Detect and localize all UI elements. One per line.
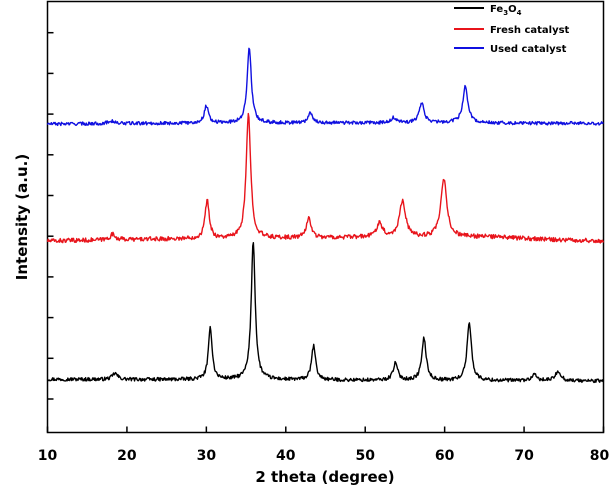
x-tick-label: 70 [514, 448, 534, 464]
x-tick-label: 80 [590, 448, 610, 464]
x-axis-title: 2 theta (degree) [255, 468, 394, 486]
x-tick-label: 40 [276, 448, 296, 464]
x-tick-label: 10 [38, 448, 58, 464]
y-axis-ticks [47, 31, 54, 400]
legend-label-fe3o4: Fe3O4 [490, 4, 522, 17]
x-tick-label: 30 [197, 448, 217, 464]
series-layer [46, 47, 605, 384]
plot-frame [46, 0, 605, 434]
x-tick-label: 60 [435, 448, 455, 464]
legend-label-fresh-catalyst: Fresh catalyst [490, 25, 570, 36]
x-axis-ticks [46, 426, 605, 433]
x-tick-label: 50 [355, 448, 375, 464]
legend: Fe3O4 Fresh catalyst Used catalyst [454, 4, 570, 55]
fresh-catalyst-pattern [46, 112, 605, 244]
x-axis-tick-labels: 10 20 30 40 50 60 70 80 [38, 448, 610, 464]
used-catalyst-pattern [46, 47, 604, 127]
x-tick-label: 20 [117, 448, 137, 464]
legend-label-used-catalyst: Used catalyst [490, 44, 567, 55]
y-axis-title: Intensity (a.u.) [13, 154, 31, 280]
fe3o4-pattern [46, 241, 605, 384]
